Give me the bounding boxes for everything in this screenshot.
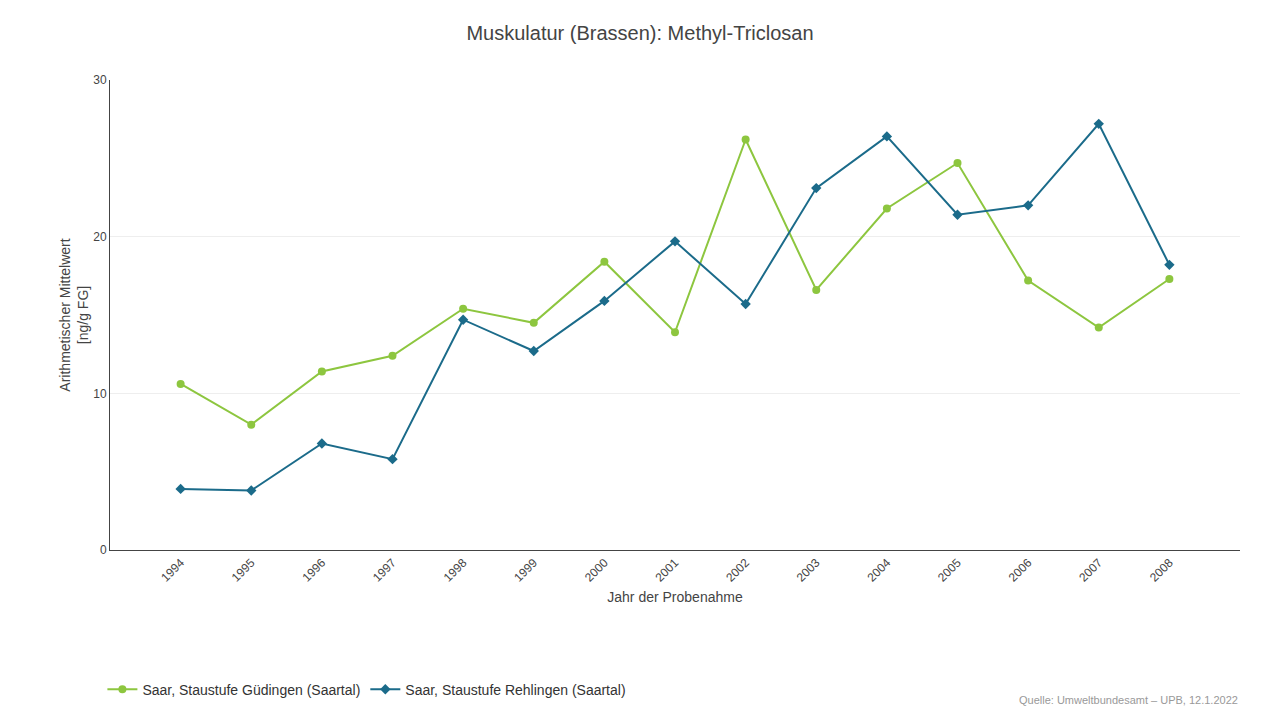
- svg-text:Quelle: Umweltbundesamt – UPB,: Quelle: Umweltbundesamt – UPB, 12.1.2022: [1019, 694, 1238, 706]
- svg-text:30: 30: [93, 73, 107, 87]
- svg-text:10: 10: [93, 387, 107, 401]
- svg-text:Arithmetischer Mittelwert[ng/g: Arithmetischer Mittelwert[ng/g FG]: [57, 238, 91, 391]
- svg-text:Jahr der Probenahme: Jahr der Probenahme: [607, 589, 743, 605]
- svg-text:1994: 1994: [158, 556, 187, 585]
- svg-text:2005: 2005: [935, 556, 964, 585]
- svg-text:2006: 2006: [1006, 556, 1035, 585]
- svg-text:Muskulatur (Brassen): Methyl-T: Muskulatur (Brassen): Methyl-Triclosan: [466, 22, 813, 44]
- svg-text:2000: 2000: [582, 556, 611, 585]
- svg-text:1999: 1999: [511, 556, 540, 585]
- svg-text:1995: 1995: [229, 556, 258, 585]
- svg-text:0: 0: [100, 543, 107, 557]
- svg-text:1996: 1996: [299, 556, 328, 585]
- svg-text:2001: 2001: [653, 556, 682, 585]
- svg-text:2008: 2008: [1147, 556, 1176, 585]
- svg-text:Saar, Staustufe Güdingen (Saar: Saar, Staustufe Güdingen (Saartal): [142, 682, 360, 698]
- svg-text:2007: 2007: [1076, 556, 1105, 585]
- svg-text:1997: 1997: [370, 556, 399, 585]
- svg-text:2003: 2003: [794, 556, 823, 585]
- svg-text:1998: 1998: [441, 556, 470, 585]
- svg-text:2004: 2004: [864, 556, 893, 585]
- svg-text:20: 20: [93, 230, 107, 244]
- svg-text:2002: 2002: [723, 556, 752, 585]
- svg-text:Saar, Staustufe Rehlingen (Saa: Saar, Staustufe Rehlingen (Saartal): [405, 682, 625, 698]
